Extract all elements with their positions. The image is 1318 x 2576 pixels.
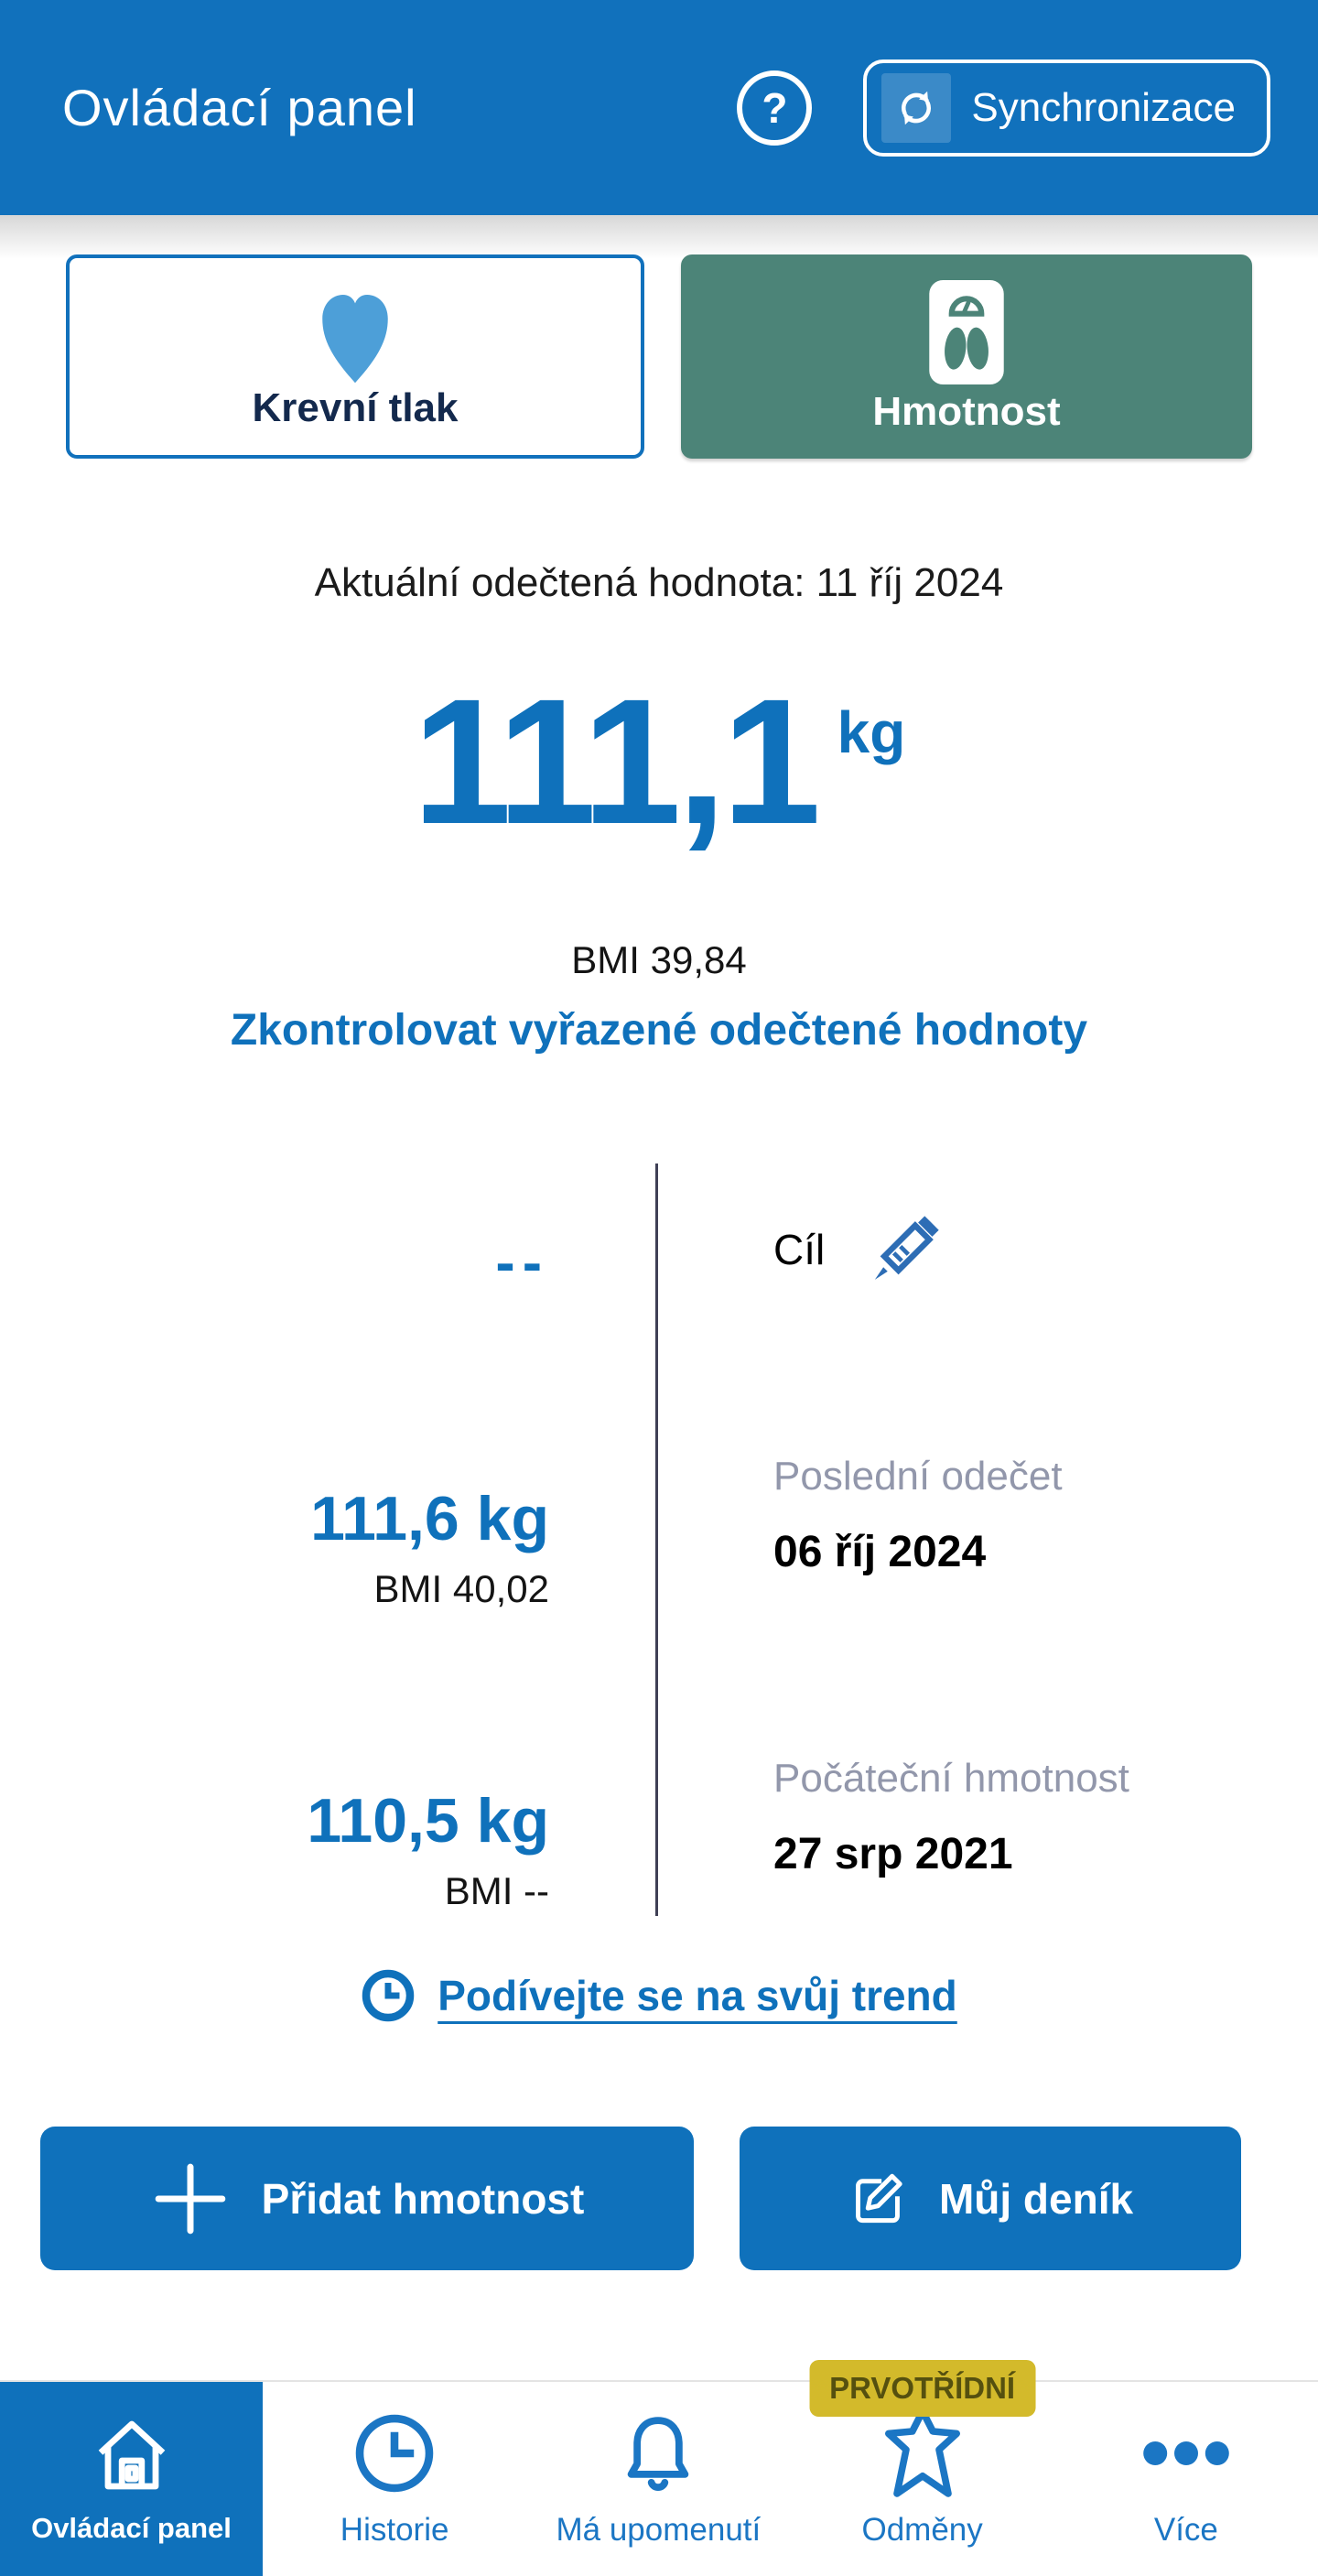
help-button[interactable]: ? <box>737 70 813 146</box>
star-ribbon-icon <box>879 2408 967 2499</box>
heart-icon <box>315 280 395 385</box>
last-reading-date: 06 říj 2024 <box>773 1528 987 1576</box>
goal-value: -- <box>495 1229 549 1295</box>
nav-label-dashboard: Ovládací panel <box>31 2512 232 2544</box>
current-bmi: BMI 39,84 <box>571 938 747 981</box>
pencil-icon[interactable] <box>869 1207 947 1291</box>
edit-diary-icon <box>848 2169 908 2229</box>
measurement-tabs: Krevní tlak Hmotnost <box>66 254 1252 459</box>
history-clock-icon <box>350 2408 439 2499</box>
sync-button-label: Synchronizace <box>971 84 1236 130</box>
goal-label: Cíl <box>773 1225 826 1273</box>
my-diary-label: Můj deník <box>938 2174 1134 2223</box>
current-weight-unit: kg <box>837 699 906 765</box>
bell-icon <box>613 2408 703 2499</box>
home-icon <box>88 2408 176 2499</box>
stats-section: -- Cíl 111,6 kg BMI 40,02 <box>0 1164 1318 1916</box>
current-reading-value-row: 111,1 kg <box>0 673 1318 851</box>
view-trend-link[interactable]: Podívejte se na svůj trend <box>438 1972 957 2019</box>
weight-scale-icon <box>929 276 1004 384</box>
nav-item-reminders[interactable]: Má upomenutí <box>526 2382 790 2576</box>
nav-label-rewards: Odměny <box>861 2512 983 2548</box>
page-title: Ovládací panel <box>62 79 417 136</box>
header: Ovládací panel ? Synchronizace <box>0 0 1318 215</box>
question-mark-icon: ? <box>762 83 788 132</box>
nav-label-reminders: Má upomenutí <box>556 2512 762 2548</box>
last-weight-value: 111,6 kg <box>310 1484 549 1553</box>
plus-icon <box>150 2159 231 2239</box>
nav-item-more[interactable]: Více <box>1054 2382 1318 2576</box>
trend-link-row: Podívejte se na svůj trend <box>0 1968 1318 2023</box>
premium-badge: PRVOTŘÍDNÍ <box>809 2360 1036 2417</box>
tab-weight[interactable]: Hmotnost <box>681 254 1252 459</box>
review-discarded-readings-link[interactable]: Zkontrolovat vyřazené odečtené hodnoty <box>230 1006 1088 1055</box>
nav-item-rewards[interactable]: PRVOTŘÍDNÍ Odměny <box>791 2360 1054 2576</box>
tab-weight-label: Hmotnost <box>872 389 1061 434</box>
clock-icon <box>361 1968 416 2023</box>
sync-icon <box>881 72 952 143</box>
current-reading-label: Aktuální odečtená hodnota: 11 říj 2024 <box>314 560 1004 605</box>
initial-weight-value: 110,5 kg <box>307 1786 549 1856</box>
my-diary-button[interactable]: Můj deník <box>740 2127 1241 2270</box>
header-shadow <box>0 215 1318 259</box>
last-reading-label: Poslední odečet <box>773 1454 1063 1499</box>
vertical-divider <box>655 1164 658 1916</box>
bottom-navigation: Ovládací panel Historie Má upome <box>0 2360 1318 2576</box>
nav-item-history[interactable]: Historie <box>263 2382 526 2576</box>
current-weight-value: 111,1 <box>412 662 821 861</box>
tab-blood-pressure-label: Krevní tlak <box>252 385 459 430</box>
sync-button[interactable]: Synchronizace <box>863 59 1270 157</box>
nav-item-dashboard[interactable]: Ovládací panel <box>0 2382 263 2576</box>
add-weight-label: Přidat hmotnost <box>261 2174 585 2223</box>
initial-weight-date: 27 srp 2021 <box>773 1830 1013 1878</box>
nav-label-more: Více <box>1153 2512 1218 2548</box>
add-weight-button[interactable]: Přidat hmotnost <box>40 2127 694 2270</box>
ellipsis-icon <box>1139 2408 1234 2499</box>
initial-weight-label: Počáteční hmotnost <box>773 1756 1129 1801</box>
last-bmi: BMI 40,02 <box>373 1567 549 1610</box>
tab-blood-pressure[interactable]: Krevní tlak <box>66 254 644 459</box>
nav-label-history: Historie <box>340 2512 449 2548</box>
initial-bmi: BMI -- <box>444 1869 549 1912</box>
